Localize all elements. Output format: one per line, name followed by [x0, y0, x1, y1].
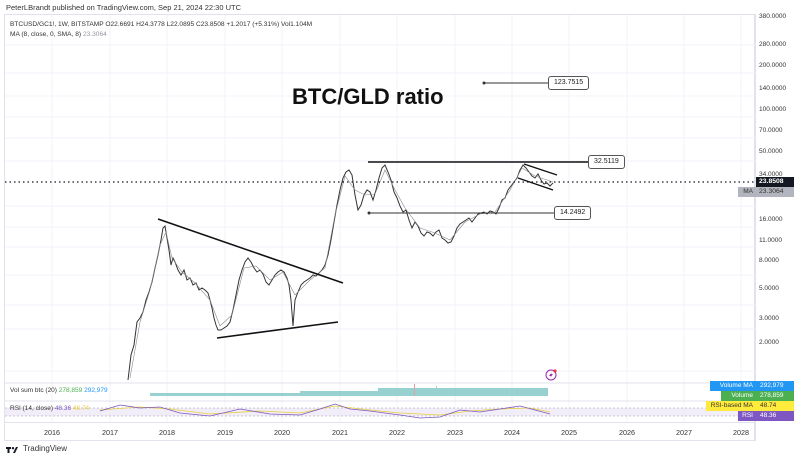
- volume-value: 278,859: [756, 391, 794, 401]
- year-tick: 2024: [504, 428, 520, 437]
- price-tick: 8.0000: [759, 257, 779, 264]
- price-tick: 3.0000: [759, 315, 779, 322]
- price-tick: 34.0000: [759, 171, 783, 178]
- year-tick: 2028: [733, 428, 749, 437]
- volume-label: Volume: [721, 391, 756, 401]
- rsi-legend-value: 48.36: [54, 405, 72, 412]
- year-tick: 2023: [447, 428, 463, 437]
- year-tick: 2019: [217, 428, 233, 437]
- triangle-upper-line: [157, 218, 344, 284]
- callout-target[interactable]: 123.7515: [548, 76, 590, 90]
- ma-badge-label: MA: [738, 187, 756, 197]
- rsi-ma-value: 48.74: [756, 401, 794, 411]
- symbol-legend: BTCUSD/GC1!, 1W, BITSTAMP O22.6691 H24.3…: [10, 21, 313, 28]
- tradingview-logo-icon: [6, 447, 18, 453]
- publisher-line: PeterLBrandt published on TradingView.co…: [6, 3, 242, 12]
- price-tick: 280.0000: [759, 41, 787, 48]
- rsi-ma-legend-value: 48.74: [72, 405, 90, 412]
- rsi-legend[interactable]: RSI (14, close) 48.36 48.74: [10, 405, 90, 412]
- channel-lower-line: [517, 177, 554, 191]
- year-tick: 2018: [159, 428, 175, 437]
- year-tick: 2021: [332, 428, 348, 437]
- price-scale[interactable]: 380.0000 280.0000 200.0000 140.0000 100.…: [755, 13, 800, 441]
- ma-legend: MA (8, close, 0, SMA, 8) 23.3064: [10, 31, 107, 38]
- price-tick: 2.0000: [759, 339, 779, 346]
- volume-bars: [150, 384, 548, 396]
- channel-upper-line: [523, 163, 558, 176]
- year-tick: 2027: [676, 428, 692, 437]
- volume-ma-label: Volume MA: [710, 381, 756, 391]
- ma-series: [129, 167, 554, 379]
- year-tick: 2017: [102, 428, 118, 437]
- price-tick: 380.0000: [759, 13, 787, 20]
- volume-legend[interactable]: Vol sum btc (20) 278,859 292,979: [10, 387, 108, 394]
- ma-legend-value: 23.3064: [82, 31, 107, 38]
- price-tick: 140.0000: [759, 85, 787, 92]
- lightning-alert-icon: [545, 369, 557, 381]
- brand-name: TradingView: [23, 444, 68, 453]
- rsi-label: RSI: [738, 411, 756, 421]
- volume-legend-value: 278,859: [58, 387, 83, 394]
- triangle-lower-line: [216, 321, 339, 339]
- year-tick: 2016: [44, 428, 60, 437]
- callout-resistance[interactable]: 32.5119: [588, 155, 625, 169]
- price-tick: 200.0000: [759, 62, 787, 69]
- price-tick: 50.0000: [759, 148, 783, 155]
- volume-ma-value: 292,979: [756, 381, 794, 391]
- chart-title-annotation[interactable]: BTC/GLD ratio: [292, 84, 444, 109]
- volume-ma-legend-value: 292,979: [84, 387, 108, 394]
- callout-support[interactable]: 14.2492: [554, 206, 592, 220]
- rsi-ma-label: RSI-based MA: [706, 401, 756, 411]
- time-axis[interactable]: 2016 2017 2018 2019 2020 2021 2022 2023 …: [4, 422, 755, 441]
- footer-brand[interactable]: TradingView: [6, 444, 67, 453]
- price-tick: 100.0000: [759, 106, 787, 113]
- chart-legend[interactable]: BTCUSD/GC1!, 1W, BITSTAMP O22.6691 H24.3…: [10, 20, 312, 40]
- price-tick: 5.0000: [759, 285, 779, 292]
- ma-badge-value: 23.3064: [756, 187, 794, 197]
- rsi-line: [99, 403, 551, 419]
- year-tick: 2025: [561, 428, 577, 437]
- year-tick: 2020: [274, 428, 290, 437]
- price-tick: 11.0000: [759, 237, 783, 244]
- price-tick: 70.0000: [759, 127, 783, 134]
- year-tick: 2026: [619, 428, 635, 437]
- last-price-badge: 23.8508: [756, 177, 794, 187]
- price-tick: 16.0000: [759, 216, 783, 223]
- year-tick: 2022: [389, 428, 405, 437]
- rsi-ma-line: [99, 405, 551, 416]
- rsi-value: 48.36: [756, 411, 794, 421]
